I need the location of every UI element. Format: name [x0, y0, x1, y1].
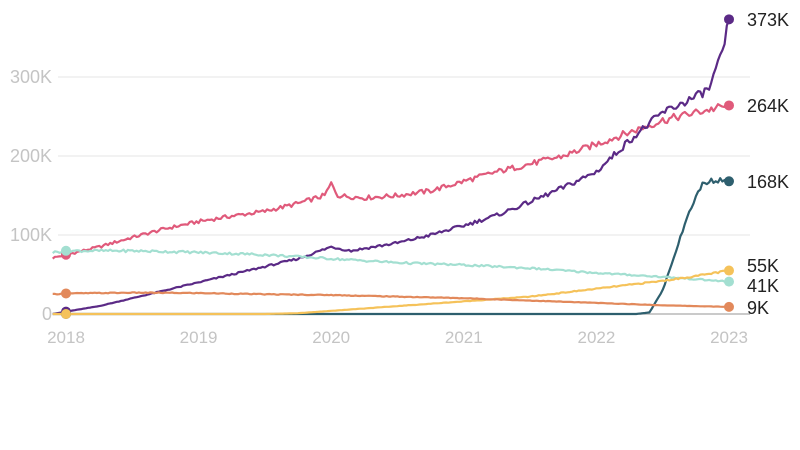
series-line: [52, 102, 730, 260]
end-marker: [724, 301, 734, 312]
end-marker: [724, 14, 734, 25]
series-end-label: 9K: [747, 298, 769, 318]
end-marker: [724, 276, 734, 287]
series-end-label: 168K: [747, 172, 789, 192]
start-marker: [61, 245, 71, 256]
end-marker: [724, 176, 734, 187]
x-tick-label: 2018: [47, 328, 85, 347]
y-tick-label: 300K: [10, 67, 52, 87]
end-marker: [724, 100, 734, 111]
y-tick-label: 200K: [10, 146, 52, 166]
series-markers: [61, 14, 734, 319]
axis-labels: 0 100K 200K 300K 2018 2019 2020 2021 2022 2023: [10, 67, 748, 347]
y-tick-label: 100K: [10, 225, 52, 245]
series-end-label: 373K: [747, 10, 789, 30]
x-tick-label: 2019: [180, 328, 218, 347]
series-end-label: 55K: [747, 256, 779, 276]
series-end-label: 41K: [747, 276, 779, 296]
y-tick-label: 0: [42, 304, 52, 324]
series-lines: [52, 18, 731, 316]
series-line: [52, 291, 730, 308]
series-line: [52, 18, 731, 316]
x-tick-label: 2023: [710, 328, 748, 347]
start-marker: [61, 309, 71, 319]
series-end-label: 264K: [747, 96, 789, 116]
x-tick-label: 2022: [577, 328, 615, 347]
series-line: [52, 269, 730, 316]
series-line: [52, 248, 730, 283]
start-marker: [61, 288, 71, 299]
x-tick-label: 2021: [445, 328, 483, 347]
end-marker: [724, 265, 734, 276]
x-tick-label: 2020: [312, 328, 350, 347]
